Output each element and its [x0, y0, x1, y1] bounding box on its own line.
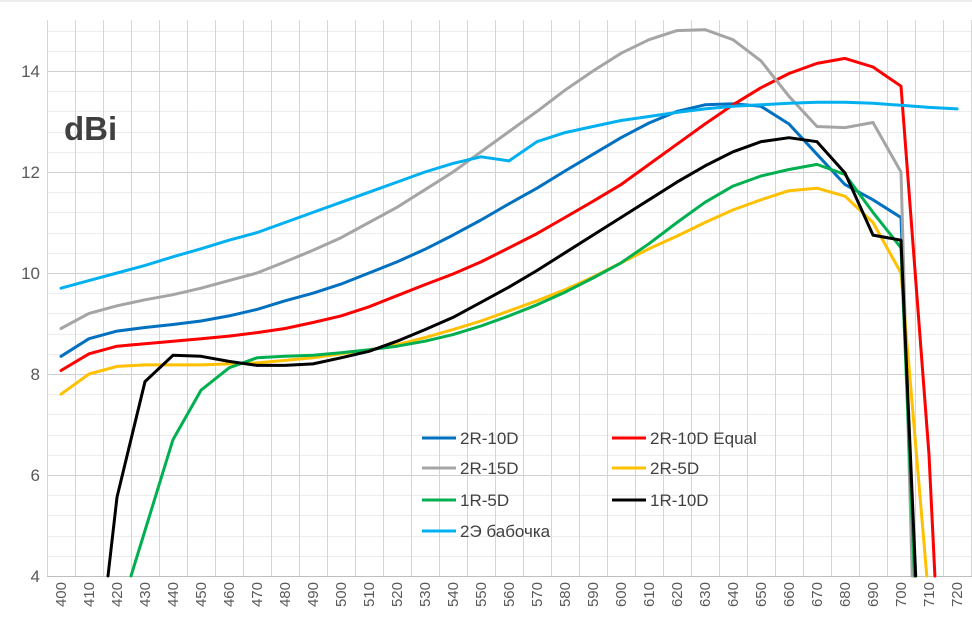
legend-item: 2R-5D — [612, 459, 699, 478]
x-axis-ticks: 400 410 420 430 440 450 460 470 480 490 500 510 520 5… — [53, 582, 966, 607]
x-tick-label: 630 — [697, 582, 714, 607]
x-tick-label: 610 — [641, 582, 658, 607]
legend-label: 2R-5D — [650, 459, 699, 478]
x-tick-label: 440 — [165, 582, 182, 607]
gridlines — [47, 20, 972, 576]
x-tick-label: 620 — [669, 582, 686, 607]
x-tick-label: 690 — [865, 582, 882, 607]
x-tick-label: 710 — [921, 582, 938, 607]
x-tick-label: 680 — [837, 582, 854, 607]
x-tick-label: 460 — [221, 582, 238, 607]
x-tick-label: 400 — [53, 582, 70, 607]
y-tick-label: 12 — [21, 163, 40, 182]
legend-item: 2R-15D — [422, 459, 519, 478]
series-line-1r-10d — [106, 136, 918, 578]
y-tick-label: 10 — [21, 264, 40, 283]
series-line-2э-бабочка — [59, 100, 959, 290]
x-tick-label: 550 — [473, 582, 490, 607]
x-tick-label: 430 — [137, 582, 154, 607]
series-line-2r-10d-equal — [59, 56, 937, 578]
y-axis-unit-label: dBi — [64, 110, 117, 147]
x-tick-label: 580 — [557, 582, 574, 607]
legend-item: 2Э бабочка — [422, 522, 551, 541]
legend-label: 2R-15D — [460, 459, 519, 478]
legend-label: 2R-10D Equal — [650, 429, 757, 448]
x-tick-label: 510 — [361, 582, 378, 607]
x-tick-label: 450 — [193, 582, 210, 607]
x-tick-label: 410 — [81, 582, 98, 607]
legend-label: 2R-10D — [460, 429, 519, 448]
legend-item: 1R-5D — [422, 491, 509, 510]
x-tick-label: 560 — [501, 582, 518, 607]
y-tick-label: 14 — [21, 62, 40, 81]
y-axis-ticks: 4 6 8 10 12 14 — [21, 62, 40, 586]
y-tick-label: 6 — [31, 466, 40, 485]
legend: 2R-10D 2R-10D Equal 2R-15D 2R-5D 1R-5D 1R-10D… — [422, 429, 757, 541]
x-tick-label: 530 — [417, 582, 434, 607]
series-line-1r-5d — [129, 162, 916, 578]
x-tick-label: 500 — [333, 582, 350, 607]
x-tick-label: 590 — [585, 582, 602, 607]
x-tick-label: 660 — [781, 582, 798, 607]
x-tick-label: 540 — [445, 582, 462, 607]
x-tick-label: 650 — [753, 582, 770, 607]
y-tick-label: 8 — [31, 365, 40, 384]
legend-item: 2R-10D — [422, 429, 519, 448]
x-tick-label: 570 — [529, 582, 546, 607]
series-lines — [59, 28, 959, 578]
legend-item: 2R-10D Equal — [612, 429, 757, 448]
legend-item: 1R-10D — [612, 491, 709, 510]
legend-label: 1R-10D — [650, 491, 709, 510]
x-tick-label: 700 — [893, 582, 910, 607]
x-tick-label: 480 — [277, 582, 294, 607]
series-line-2r-5d — [59, 186, 929, 578]
x-tick-label: 520 — [389, 582, 406, 607]
x-tick-label: 490 — [305, 582, 322, 607]
x-tick-label: 420 — [109, 582, 126, 607]
x-tick-label: 470 — [249, 582, 266, 607]
series-line-2r-15d — [59, 28, 914, 578]
legend-label: 2Э бабочка — [460, 522, 551, 541]
legend-label: 1R-5D — [460, 491, 509, 510]
x-tick-label: 640 — [725, 582, 742, 607]
x-tick-label: 600 — [613, 582, 630, 607]
y-tick-label: 4 — [31, 567, 40, 586]
x-tick-label: 670 — [809, 582, 826, 607]
x-tick-label: 720 — [949, 582, 966, 607]
